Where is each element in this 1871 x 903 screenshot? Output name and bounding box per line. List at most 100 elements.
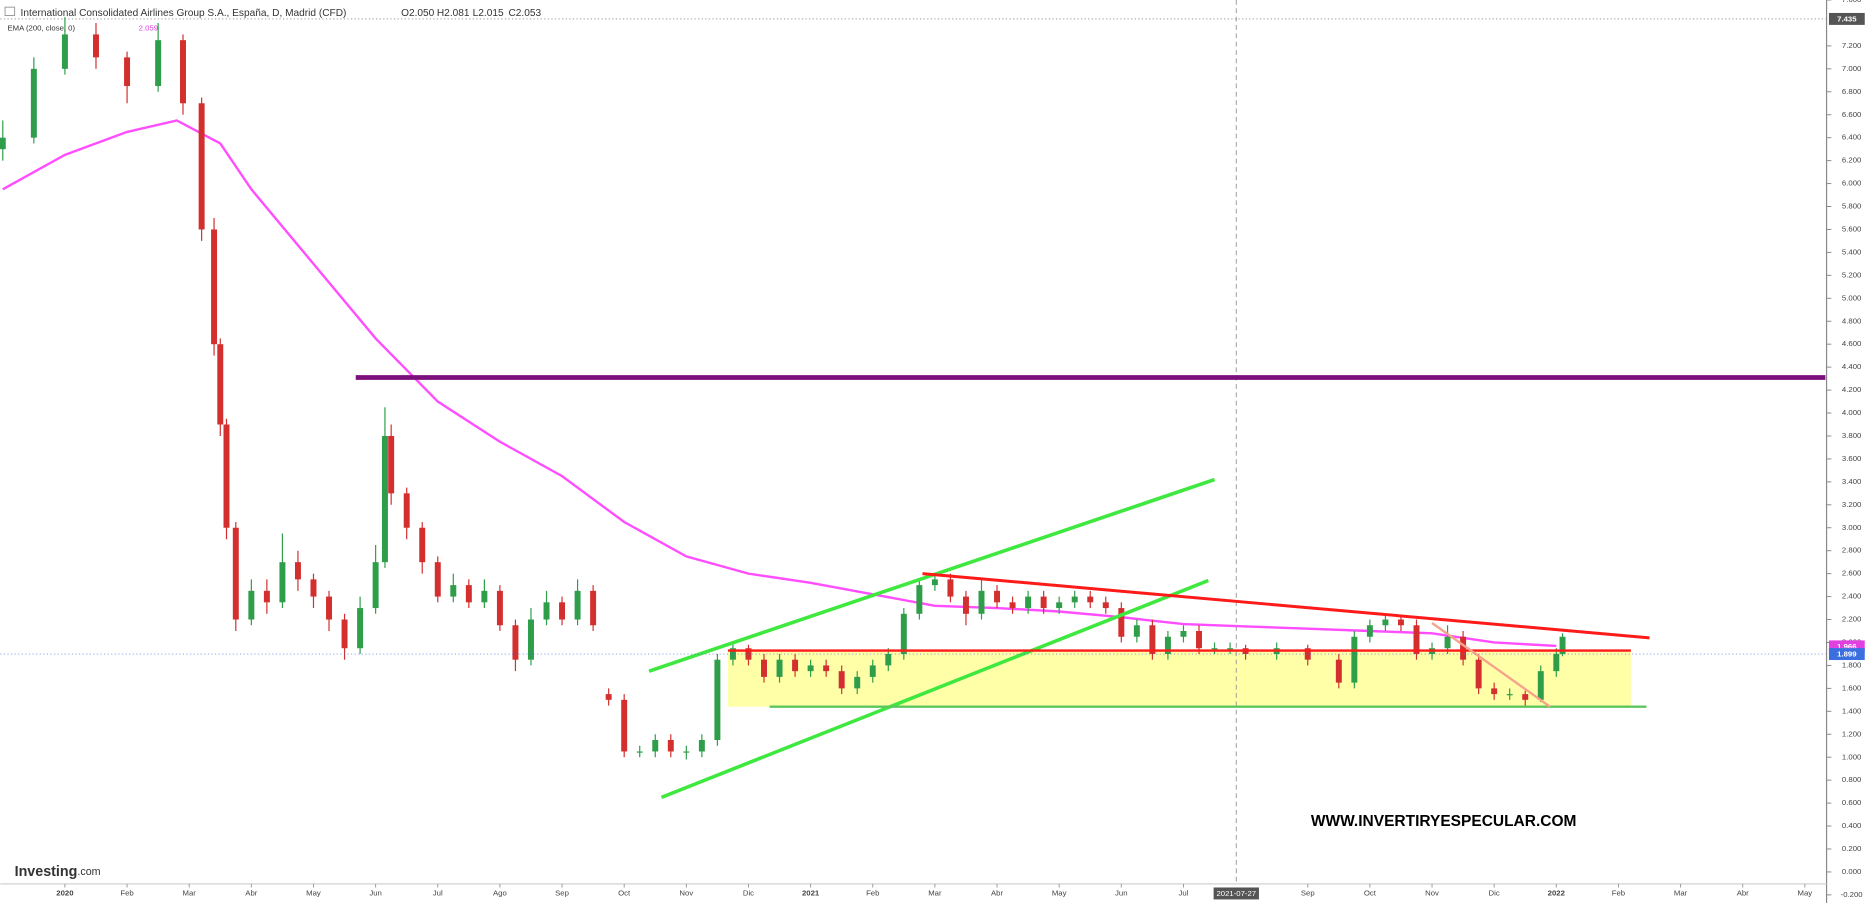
candle-body [1040, 596, 1047, 609]
trendline [922, 572, 1650, 640]
y-tick-label: 2.600 [1842, 569, 1861, 578]
candle-body [61, 34, 68, 69]
zone [727, 650, 1631, 707]
x-tick-label: Abr [245, 889, 257, 898]
candle-body [621, 699, 628, 752]
candle-body [1102, 602, 1109, 609]
candle-body [543, 602, 550, 620]
x-tick-label: Jun [1115, 889, 1128, 898]
candle-body [341, 619, 348, 649]
logo-suffix: .com [77, 866, 100, 878]
x-tick-label: Jun [369, 889, 382, 898]
candle-body [198, 103, 205, 230]
logo: Investing.com [15, 864, 101, 880]
y-tick-label: 0.000 [1842, 867, 1861, 876]
candle-body [1460, 636, 1467, 660]
trendline [660, 578, 1209, 800]
candle-body [869, 665, 876, 677]
y-tick-label: 2.200 [1842, 615, 1861, 624]
candle-body [30, 68, 37, 138]
x-tick-label: Nov [1425, 889, 1439, 898]
candle-body [1227, 648, 1234, 650]
candle-body [1351, 636, 1358, 683]
candle-body [1382, 619, 1389, 626]
indicator-label: EMA (200, close, 0) [7, 24, 75, 33]
x-tick-label: Oct [1364, 889, 1377, 898]
candle-body [372, 562, 379, 609]
legend-icon [4, 6, 16, 16]
price-tag: 1.899 [1837, 650, 1857, 659]
candle-body [419, 527, 426, 563]
candle-body [1149, 625, 1156, 654]
y-tick-label: 7.000 [1842, 64, 1861, 73]
candle-body [900, 613, 907, 654]
candle-body [0, 137, 6, 150]
candle-body [962, 596, 969, 614]
candle-body [180, 40, 186, 104]
x-tick-label: Sep [555, 889, 569, 898]
y-tick-label: 2.800 [1842, 546, 1861, 555]
candle-body [527, 619, 534, 660]
price-tag-bg [1828, 648, 1865, 661]
x-tick-label: Mar [1674, 889, 1688, 898]
candle-body [326, 596, 333, 620]
y-tick-label: 6.400 [1842, 133, 1861, 142]
x-tick-label: May [306, 889, 321, 898]
x-tick-label: Mar [928, 889, 942, 898]
chart-title: International Consolidated Airlines Grou… [21, 8, 347, 19]
candle-body [232, 527, 239, 620]
candle-body [994, 590, 1001, 603]
crosshair-label-bg [1213, 887, 1259, 900]
candle-body [1366, 625, 1373, 637]
x-tick-label: Mar [183, 889, 197, 898]
candle-body [776, 659, 783, 677]
candle-body [931, 579, 938, 586]
candle-body [465, 585, 472, 603]
x-tick-label: Jul [433, 889, 443, 898]
y-tick-label: 3.400 [1842, 477, 1861, 486]
x-tick-label: 2021 [802, 889, 820, 898]
candle-body [667, 739, 674, 752]
candle-body [978, 590, 985, 614]
candle-body [450, 585, 457, 597]
y-tick-label: 3.600 [1842, 454, 1861, 463]
price-tag: 7.435 [1837, 15, 1857, 24]
candle-body [294, 562, 301, 580]
candle-body [652, 739, 659, 752]
candle-body [854, 676, 861, 689]
candle-body [823, 665, 830, 672]
y-tick-label: 4.800 [1842, 316, 1861, 325]
y-tick-label: 4.200 [1842, 385, 1861, 394]
y-tick-label: 4.000 [1842, 408, 1861, 417]
y-tick-label: 1.400 [1842, 706, 1861, 715]
candle-body [1475, 659, 1482, 689]
ohlc-legend: O2.050 H2.081 L2.015 C2.053 [401, 8, 541, 19]
y-tick-label: 3.000 [1842, 523, 1861, 532]
y-tick-label: 5.000 [1842, 293, 1861, 302]
candle-body [1180, 631, 1187, 637]
candle-body [683, 751, 690, 753]
y-tick-label: 1.800 [1842, 660, 1861, 669]
candle-body [512, 625, 519, 660]
candle-body [636, 751, 643, 753]
candle-body [211, 229, 218, 345]
candle-body [807, 665, 814, 672]
candle-body [885, 653, 892, 666]
y-tick-label: 2.400 [1842, 592, 1861, 601]
candle-body [357, 608, 364, 649]
x-tick-label: Dic [1489, 889, 1500, 898]
candle-body [279, 562, 286, 603]
y-tick-label: -0.200 [1841, 890, 1863, 899]
price-tag-bg [1828, 12, 1865, 25]
candle-body [1196, 631, 1202, 649]
y-tick-label: 4.400 [1842, 362, 1861, 371]
y-tick-label: 5.200 [1842, 270, 1861, 279]
candle-body [1211, 648, 1218, 650]
candle-body [434, 562, 441, 597]
candle-body [1559, 636, 1566, 654]
x-tick-label: Dic [743, 889, 754, 898]
x-tick-label: Abr [991, 889, 1003, 898]
candle-body [1087, 596, 1094, 603]
